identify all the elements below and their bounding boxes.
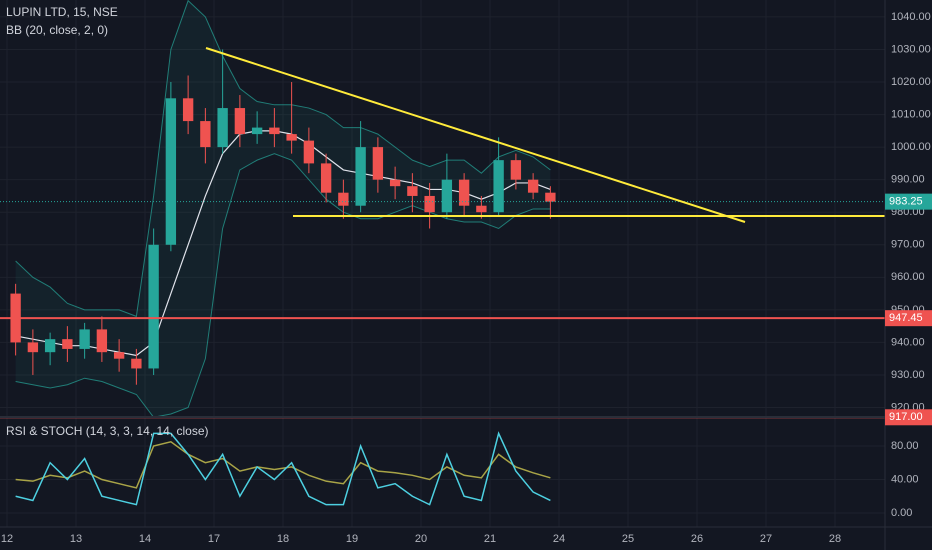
resistance-trendline: [205, 47, 746, 223]
price-tag: [885, 409, 932, 426]
candle-body: [441, 179, 453, 213]
y-tick-label: 1040.00: [891, 11, 931, 23]
candle-body: [182, 98, 194, 122]
x-tick-label: 21: [484, 533, 496, 545]
y-tick-label: 40.00: [891, 473, 919, 485]
candle-body: [303, 140, 315, 164]
x-tick-label: 26: [691, 533, 703, 545]
y-tick-label: 990.00: [891, 174, 925, 186]
y-tick-label: 1020.00: [891, 76, 931, 88]
candle-body: [79, 329, 90, 349]
price-tag: [885, 310, 932, 327]
y-tick-label: 970.00: [891, 239, 925, 251]
candle-body: [113, 352, 125, 359]
candle-body: [165, 98, 177, 245]
oscillator-title: RSI & STOCH (14, 3, 3, 14, 14, close): [6, 424, 209, 438]
price-tag-label: 947.45: [889, 312, 923, 324]
candle-body: [476, 205, 487, 213]
x-tick-label: 12: [1, 533, 13, 545]
candle-body: [510, 160, 522, 180]
price-tag-label: 917.00: [889, 411, 923, 423]
plot: [0, 0, 885, 506]
x-tick-label: 24: [553, 533, 565, 545]
chart-title: LUPIN LTD, 15, NSE: [6, 5, 118, 19]
grid: [0, 0, 885, 527]
candle-body: [251, 127, 263, 135]
candle-body: [234, 108, 246, 135]
candle-body: [545, 192, 556, 202]
x-tick-label: 19: [346, 533, 358, 545]
candle-body: [27, 342, 39, 353]
y-tick-label: 960.00: [891, 271, 925, 283]
y-tick-label: 930.00: [891, 369, 925, 381]
x-tick-label: 27: [760, 533, 772, 545]
candle-body: [389, 179, 401, 187]
labels: 12 13 14 17 18 19 20 21 24 25 26 27 28920.00930.0094…: [1, 11, 932, 545]
candle-body: [131, 358, 142, 369]
oscillator-line: [15, 440, 551, 489]
candle-body: [355, 147, 366, 206]
indicator-title: BB (20, close, 2, 0): [6, 23, 108, 37]
oscillator-line: [15, 431, 551, 506]
candle-body: [458, 179, 470, 206]
upper-band: [15, 0, 551, 318]
candle-body: [96, 329, 108, 353]
y-tick-label: 940.00: [891, 336, 925, 348]
candle-body: [148, 244, 159, 369]
candle-body: [527, 179, 539, 193]
price-tag-label: 983.25: [889, 196, 923, 208]
y-tick-label: 1000.00: [891, 141, 931, 153]
candle-body: [44, 339, 56, 353]
y-tick-label: 80.00: [891, 440, 919, 452]
candle-body: [62, 339, 73, 349]
y-tick-label: 0.00: [891, 507, 912, 519]
candle-body: [286, 134, 297, 141]
candle-body: [320, 163, 332, 193]
x-tick-label: 25: [622, 533, 634, 545]
x-tick-label: 28: [829, 533, 841, 545]
x-tick-label: 18: [277, 533, 289, 545]
candle-body: [424, 195, 435, 213]
candle-body: [338, 192, 349, 206]
x-tick-label: 14: [139, 533, 151, 545]
y-tick-label: 1010.00: [891, 108, 931, 120]
candle-body: [269, 127, 280, 135]
x-tick-label: 20: [415, 533, 427, 545]
lower-band: [15, 153, 551, 418]
candle-body: [217, 108, 228, 148]
x-tick-label: 17: [208, 533, 220, 545]
candle-body: [200, 121, 211, 148]
price-tag: [885, 193, 932, 210]
y-tick-label: 1030.00: [891, 43, 931, 55]
candle-body: [493, 160, 504, 213]
candle-body: [407, 186, 418, 196]
candle-body: [372, 147, 384, 180]
x-tick-label: 13: [70, 533, 82, 545]
